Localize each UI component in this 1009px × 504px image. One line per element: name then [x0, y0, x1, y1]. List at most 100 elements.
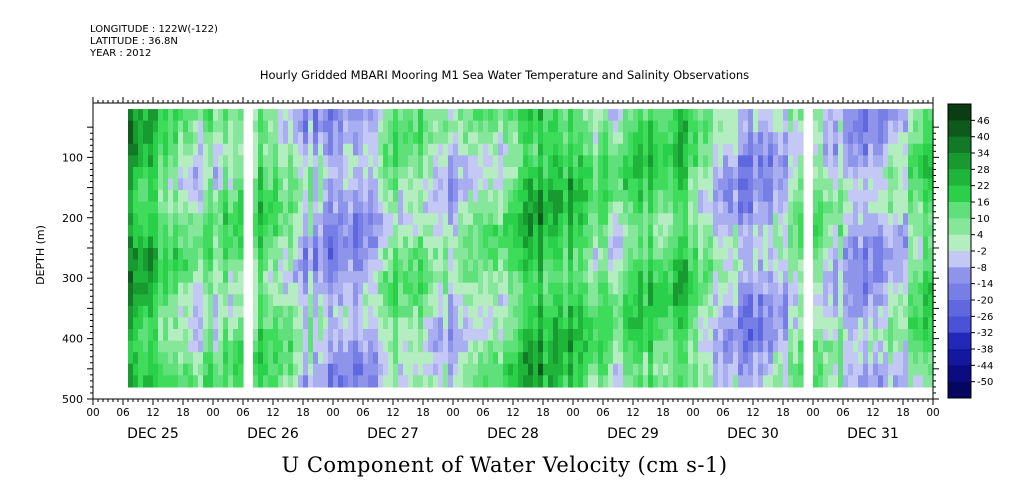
heatmap-cell [713, 213, 719, 226]
heatmap-cell [338, 120, 344, 133]
heatmap-cell [718, 201, 724, 214]
heatmap-cell [663, 352, 669, 365]
heatmap-cell [483, 178, 489, 191]
heatmap-cell [478, 375, 484, 388]
heatmap-cell [393, 247, 399, 261]
heatmap-cell [563, 271, 569, 284]
heatmap-cell [648, 305, 654, 319]
heatmap-cell [713, 375, 719, 388]
heatmap-cell [463, 340, 469, 353]
heatmap-cell [258, 317, 264, 330]
heatmap-cell [428, 224, 434, 237]
heatmap-cell [208, 340, 214, 353]
heatmap-cell [833, 305, 839, 319]
heatmap-cell [488, 340, 494, 353]
heatmap-cell [388, 352, 394, 365]
heatmap-cell [683, 143, 689, 156]
heatmap-cell [148, 190, 154, 203]
heatmap-cell [378, 132, 384, 145]
heatmap-cell [593, 190, 599, 203]
heatmap-cell [423, 247, 429, 261]
heatmap-cell [303, 271, 309, 284]
heatmap-cell [513, 305, 519, 319]
heatmap-cell [863, 109, 869, 122]
heatmap-cell [268, 155, 274, 168]
heatmap-cell [168, 178, 174, 191]
heatmap-cell [578, 282, 584, 295]
heatmap-cell [738, 247, 744, 261]
heatmap-cell [548, 329, 554, 342]
heatmap-cell [208, 155, 214, 168]
heatmap-cell [163, 352, 169, 365]
heatmap-cell [233, 294, 239, 307]
heatmap-cell [423, 213, 429, 226]
heatmap-cell [258, 109, 264, 122]
heatmap-cell [653, 282, 659, 295]
heatmap-cell [468, 224, 474, 237]
heatmap-cell [773, 178, 779, 191]
heatmap-cell [193, 294, 199, 307]
heatmap-cell [783, 247, 789, 261]
heatmap-cell [333, 375, 339, 388]
heatmap-cell [433, 305, 439, 319]
heatmap-cell [253, 213, 259, 226]
heatmap-cell [918, 305, 924, 319]
heatmap-cell [153, 166, 159, 180]
heatmap-cell [423, 271, 429, 284]
heatmap-cell [828, 143, 834, 156]
heatmap-cell [838, 259, 844, 272]
heatmap-cell [923, 155, 929, 168]
heatmap-cell [623, 190, 629, 203]
heatmap-cell [373, 109, 379, 122]
heatmap-cell [638, 190, 644, 203]
heatmap-cell [358, 294, 364, 307]
heatmap-cell [923, 363, 929, 376]
heatmap-cell [148, 166, 154, 180]
heatmap-cell [668, 282, 674, 295]
heatmap-cell [418, 166, 424, 180]
heatmap-cell [453, 143, 459, 156]
heatmap-cell [608, 363, 614, 376]
heatmap-cell [188, 317, 194, 330]
heatmap-cell [293, 282, 299, 295]
heatmap-cell [428, 317, 434, 330]
heatmap-cell [688, 178, 694, 191]
heatmap-cell [543, 352, 549, 365]
heatmap-cell [568, 120, 574, 133]
heatmap-cell [233, 213, 239, 226]
heatmap-cell [483, 236, 489, 249]
heatmap-cell [583, 305, 589, 319]
heatmap-cell [398, 247, 404, 261]
heatmap-cell [228, 375, 234, 388]
heatmap-cell [928, 247, 934, 261]
colorbar-swatch [948, 283, 971, 301]
heatmap-cell [603, 236, 609, 249]
heatmap-cell [673, 317, 679, 330]
heatmap-cell [868, 236, 874, 249]
heatmap-cell [473, 282, 479, 295]
heatmap-cell [788, 143, 794, 156]
heatmap-cell [233, 340, 239, 353]
heatmap-cell [713, 190, 719, 203]
heatmap-cell [353, 178, 359, 191]
heatmap-cell [708, 201, 714, 214]
heatmap-cell [538, 155, 544, 168]
y-tick-label: 500 [62, 393, 83, 406]
heatmap-cell [273, 352, 279, 365]
heatmap-cell [383, 282, 389, 295]
heatmap-cell [588, 340, 594, 353]
heatmap-cell [538, 340, 544, 353]
heatmap-cell [843, 352, 849, 365]
heatmap-cell [458, 259, 464, 272]
heatmap-cell [723, 329, 729, 342]
heatmap-cell [678, 317, 684, 330]
heatmap-cell [483, 317, 489, 330]
heatmap-cell [568, 247, 574, 261]
heatmap-cell [453, 294, 459, 307]
heatmap-cell [533, 143, 539, 156]
heatmap-cell [278, 166, 284, 180]
heatmap-cell [533, 352, 539, 365]
heatmap-cell [143, 143, 149, 156]
heatmap-cell [203, 155, 209, 168]
heatmap-cell [473, 166, 479, 180]
